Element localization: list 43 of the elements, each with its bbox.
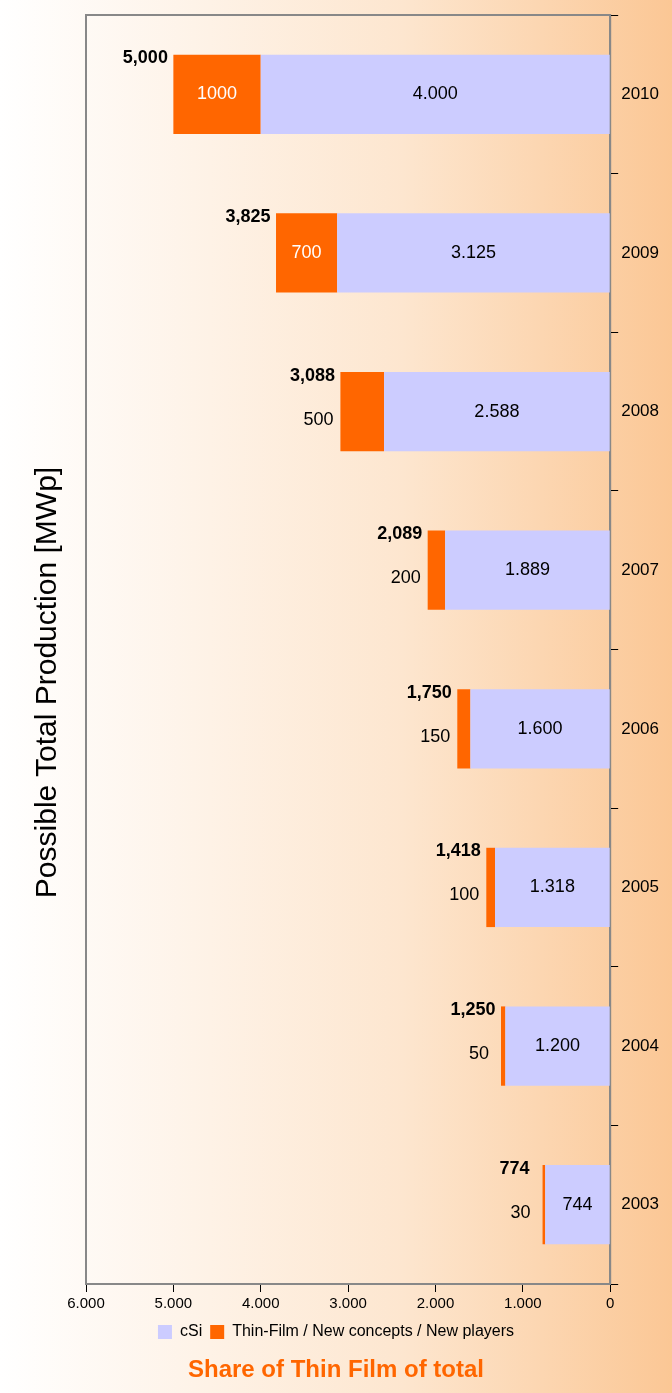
annotation: 1,750 xyxy=(406,681,452,702)
annotation: 1,250 xyxy=(450,999,496,1020)
y-tick-label: 2008 xyxy=(621,401,660,421)
legend-label: Thin-Film / New concepts / New players xyxy=(232,1322,515,1340)
data-label: 500 xyxy=(303,408,334,429)
text: Possible Total Production [MWp] xyxy=(29,466,63,899)
data-label: 30 xyxy=(510,1201,531,1222)
x-tick-label: 6.000 xyxy=(67,1294,105,1312)
text: Share of Thin Film of total xyxy=(187,1355,485,1383)
x-tick-label: 2.000 xyxy=(416,1294,455,1312)
legend-label: cSi xyxy=(179,1322,203,1340)
data-label: 700 xyxy=(291,241,322,262)
data-label: 2.588 xyxy=(474,400,520,421)
data-label: 100 xyxy=(449,884,480,905)
x-tick-label: 4.000 xyxy=(241,1294,280,1312)
data-label: 1.600 xyxy=(517,717,563,738)
y-tick-label: 2007 xyxy=(621,559,660,579)
data-label: 50 xyxy=(468,1043,489,1064)
x-tick-label: 5.000 xyxy=(154,1294,193,1312)
data-label: 1000 xyxy=(197,83,238,104)
y-tick-label: 2003 xyxy=(621,1194,660,1214)
y-tick-label: 2005 xyxy=(621,877,660,897)
y-tick-label: 2006 xyxy=(621,718,660,738)
annotation: 1,418 xyxy=(435,840,481,861)
y-tick-label: 2009 xyxy=(621,242,660,262)
data-label: 200 xyxy=(390,567,421,588)
data-label: 3.125 xyxy=(450,241,496,262)
x-tick-label: 1.000 xyxy=(504,1294,542,1312)
x-tick-label: 0 xyxy=(606,1294,615,1312)
data-label: 1.200 xyxy=(534,1035,581,1056)
data-label: 1.318 xyxy=(529,876,575,897)
x-tick-label: 3.000 xyxy=(329,1294,367,1312)
annotation: 2,089 xyxy=(377,523,423,544)
data-label: 150 xyxy=(420,725,451,746)
annotation: 3,088 xyxy=(289,364,335,385)
data-label: 4.000 xyxy=(412,83,458,104)
annotation: 5,000 xyxy=(122,47,168,68)
annotation: 774 xyxy=(499,1157,530,1178)
annotation: 3,825 xyxy=(225,205,271,226)
data-label: 1.889 xyxy=(504,559,550,580)
data-label: 744 xyxy=(562,1193,593,1214)
y-tick-label: 2004 xyxy=(621,1035,660,1055)
y-tick-label: 2010 xyxy=(621,84,660,103)
